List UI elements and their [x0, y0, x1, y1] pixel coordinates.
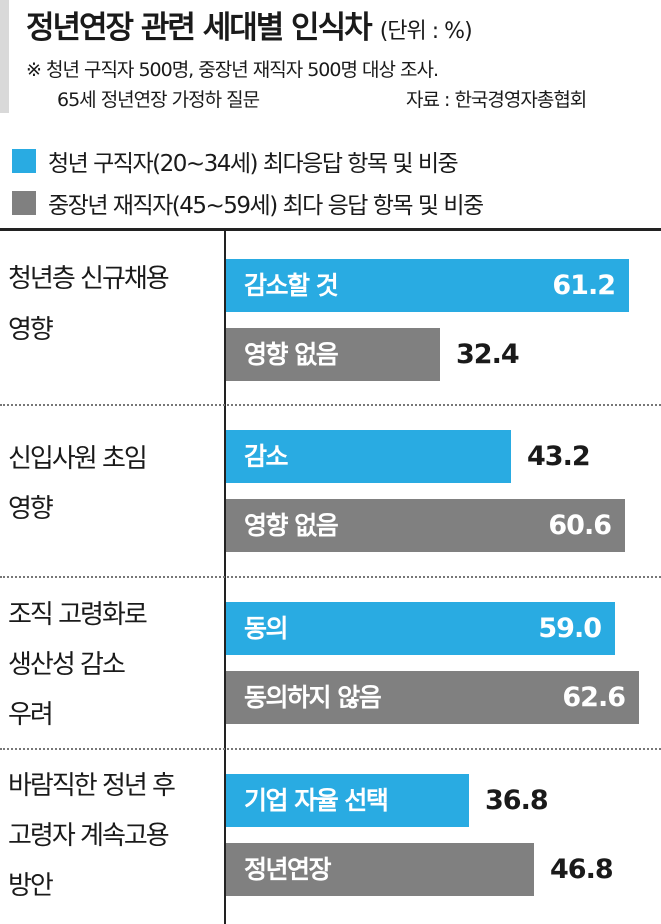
- group-label: 신입사원 초임: [8, 444, 148, 474]
- bar-label: 영향 없음: [244, 511, 339, 540]
- chart-title: 정년연장 관련 세대별 인식차: [26, 10, 373, 46]
- bar-middle: 영향 없음: [226, 328, 440, 381]
- bar-youth: 감소할 것 61.2: [226, 259, 629, 312]
- legend-label-middle: 중장년 재직자(45~59세) 최다 응답 항목 및 비중: [48, 193, 484, 219]
- data-label: 32.4: [456, 339, 520, 370]
- survey-note: ※ 청년 구직자 500명, 중장년 재직자 500명 대상 조사.: [26, 59, 439, 81]
- bar-youth: 기업 자율 선택: [226, 774, 469, 827]
- group-divider: [0, 576, 661, 578]
- group-divider: [0, 748, 661, 750]
- title-row: 정년연장 관련 세대별 인식차 (단위 : %): [26, 2, 473, 47]
- data-label: 43.2: [527, 441, 591, 472]
- data-label: 46.8: [550, 854, 614, 885]
- group-divider: [0, 404, 661, 406]
- group-label: 청년층 신규채용: [8, 264, 170, 294]
- group-label: 영향: [8, 315, 54, 345]
- bar-label: 감소: [244, 442, 289, 471]
- bar-label: 감소할 것: [244, 271, 339, 300]
- bar-middle: 정년연장: [226, 843, 534, 896]
- bar-middle: 동의하지 않음 62.6: [226, 671, 639, 724]
- data-label: 59.0: [538, 613, 602, 644]
- bar-label: 영향 없음: [244, 340, 339, 369]
- data-label: 61.2: [552, 270, 616, 301]
- bar-youth: 동의 59.0: [226, 602, 615, 655]
- data-label: 60.6: [548, 510, 612, 541]
- legend-swatch-middle: [12, 191, 36, 215]
- group-label: 바람직한 정년 후: [8, 771, 176, 801]
- survey-note-2: 65세 정년연장 가정하 질문: [57, 89, 260, 111]
- group-label: 고령자 계속고용: [8, 821, 170, 851]
- legend-label-youth: 청년 구직자(20~34세) 최다응답 항목 및 비중: [48, 151, 459, 177]
- title-accent-bar: [0, 0, 9, 113]
- legend-swatch-youth: [12, 149, 36, 173]
- bar-youth: 감소: [226, 430, 511, 483]
- data-label: 62.6: [562, 682, 626, 713]
- bar-label: 정년연장: [244, 855, 332, 884]
- bar-label: 동의: [244, 614, 289, 643]
- legend-item-middle: 중장년 재직자(45~59세) 최다 응답 항목 및 비중: [12, 186, 484, 220]
- group-label: 조직 고령화로: [8, 600, 148, 630]
- group-label: 방안: [8, 871, 54, 901]
- chart-top-rule: [0, 228, 661, 231]
- bar-label: 동의하지 않음: [244, 683, 382, 712]
- legend-item-youth: 청년 구직자(20~34세) 최다응답 항목 및 비중: [12, 144, 459, 178]
- group-label: 생산성 감소: [8, 650, 126, 680]
- unit-label: (단위 : %): [379, 19, 473, 44]
- source-label: 자료 : 한국경영자총협회: [406, 89, 587, 111]
- bar-label: 기업 자율 선택: [244, 786, 389, 815]
- group-label: 영향: [8, 494, 54, 524]
- group-label: 우려: [8, 700, 54, 730]
- bar-middle: 영향 없음 60.6: [226, 499, 625, 552]
- data-label: 36.8: [485, 785, 549, 816]
